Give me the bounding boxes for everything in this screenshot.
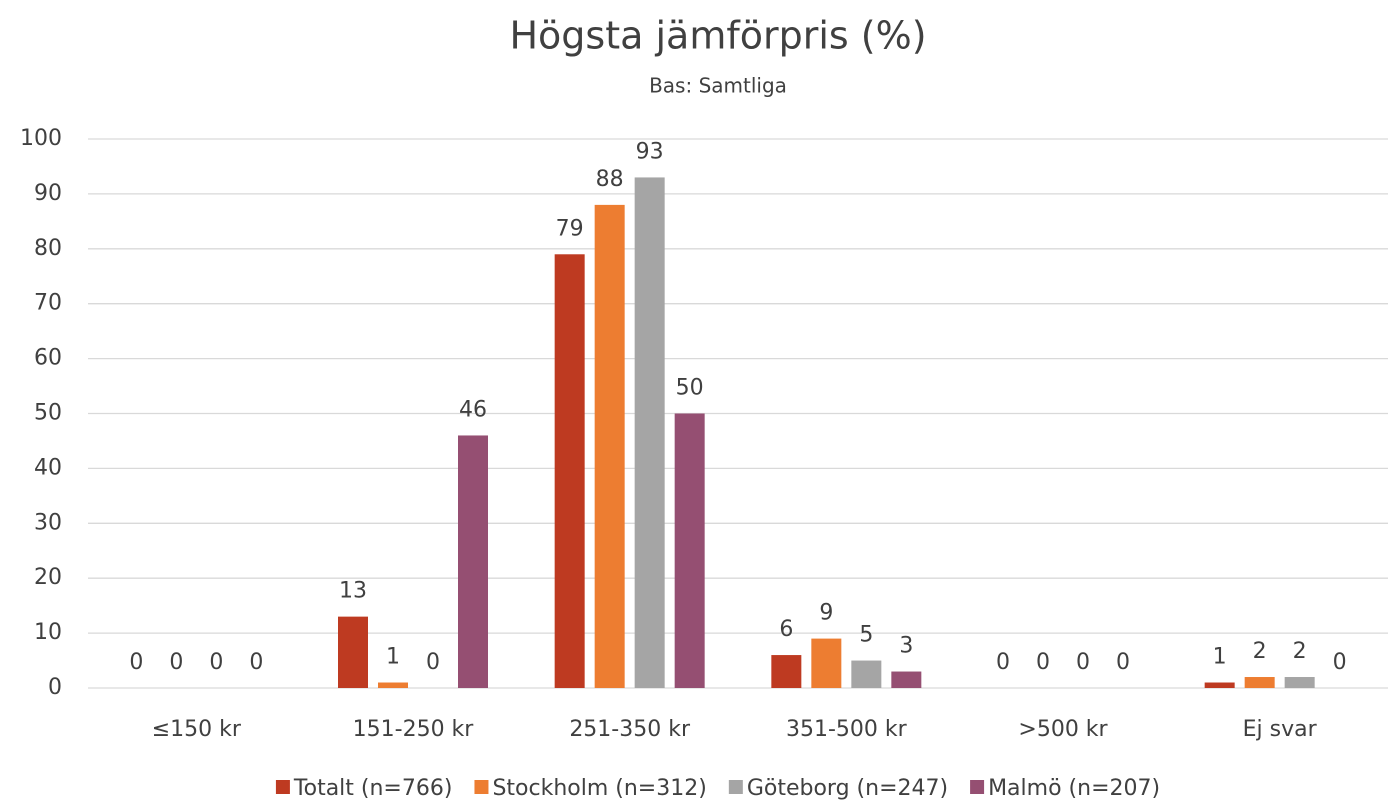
value-label: 3 — [899, 634, 913, 659]
value-label: 0 — [426, 650, 440, 675]
value-label: 0 — [1076, 650, 1090, 675]
bar — [1244, 677, 1275, 688]
bar — [771, 655, 802, 688]
bar — [851, 660, 882, 688]
y-tick-label: 50 — [34, 401, 62, 426]
y-tick-label: 20 — [34, 565, 62, 590]
value-label: 13 — [339, 579, 367, 604]
x-tick-label: 351-500 kr — [786, 717, 908, 742]
bar — [1204, 682, 1235, 688]
bar — [674, 413, 705, 688]
value-label: 46 — [459, 397, 487, 422]
value-label: 0 — [169, 650, 183, 675]
y-tick-label: 90 — [34, 181, 62, 206]
legend-label: Totalt (n=766) — [293, 776, 453, 801]
bar — [891, 671, 922, 688]
x-tick-label: 251-350 kr — [569, 717, 691, 742]
value-label: 0 — [129, 650, 143, 675]
value-label: 2 — [1253, 639, 1267, 664]
value-label: 6 — [779, 617, 793, 642]
y-tick-label: 70 — [34, 291, 62, 316]
x-tick-label: Ej svar — [1243, 717, 1318, 742]
value-label: 0 — [249, 650, 263, 675]
value-label: 5 — [859, 623, 873, 648]
x-tick-label: >500 kr — [1018, 717, 1108, 742]
value-label: 1 — [386, 645, 400, 670]
y-tick-label: 0 — [48, 675, 62, 700]
value-label: 0 — [996, 650, 1010, 675]
legend-swatch — [970, 780, 985, 794]
bar — [338, 616, 368, 688]
legend-label: Malmö (n=207) — [988, 776, 1160, 801]
value-label: 93 — [636, 139, 664, 164]
value-label: 0 — [1116, 650, 1130, 675]
legend-swatch — [474, 780, 489, 794]
chart-title: Högsta jämförpris (%) — [509, 14, 926, 58]
bar — [378, 682, 408, 688]
y-tick-label: 80 — [34, 236, 62, 261]
value-label: 2 — [1293, 639, 1307, 664]
y-tick-label: 60 — [34, 346, 62, 371]
value-label: 79 — [556, 216, 584, 241]
bar — [458, 435, 488, 688]
value-label: 0 — [1036, 650, 1050, 675]
y-tick-label: 10 — [34, 620, 62, 645]
y-tick-label: 30 — [34, 510, 62, 535]
bar — [634, 177, 665, 688]
x-tick-label: 151-250 kr — [353, 717, 475, 742]
bar — [594, 204, 625, 688]
chart-subtitle: Bas: Samtliga — [649, 74, 787, 98]
value-label: 9 — [819, 601, 833, 626]
value-label: 0 — [1333, 650, 1347, 675]
x-tick-label: ≤150 kr — [152, 717, 242, 742]
bar — [811, 638, 842, 688]
legend-label: Göteborg (n=247) — [747, 776, 948, 801]
legend-swatch — [728, 780, 743, 794]
y-tick-label: 100 — [20, 126, 62, 151]
value-label: 88 — [596, 167, 624, 192]
bar — [1284, 677, 1315, 688]
value-label: 0 — [209, 650, 223, 675]
value-label: 1 — [1213, 645, 1227, 670]
legend-label: Stockholm (n=312) — [492, 776, 706, 801]
bar — [554, 254, 585, 689]
legend-swatch — [275, 780, 290, 794]
y-tick-label: 40 — [34, 455, 62, 480]
value-label: 50 — [676, 376, 704, 401]
